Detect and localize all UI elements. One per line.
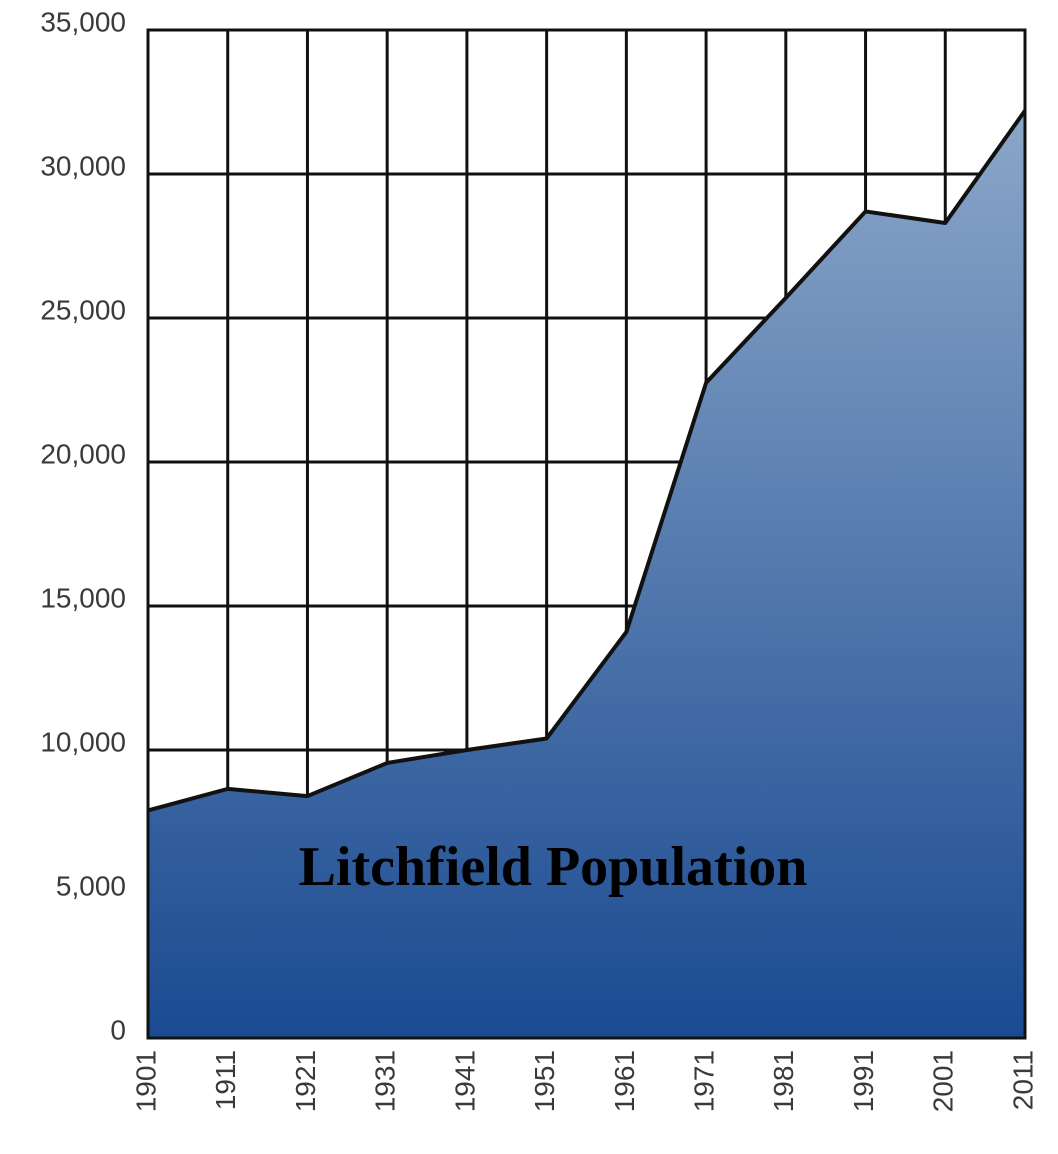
y-tick-label: 25,000 <box>40 294 126 325</box>
x-tick-label: 1951 <box>529 1050 560 1112</box>
x-tick-label: 2011 <box>1007 1050 1038 1110</box>
x-tick-label: 1941 <box>449 1050 480 1112</box>
y-tick-label: 5,000 <box>56 870 126 901</box>
x-tick-label: 2001 <box>928 1050 959 1112</box>
labels: 0 5,000 10,000 15,000 20,000 25,000 30,000 35,0… <box>40 6 1038 1112</box>
x-tick-label: 1901 <box>130 1050 161 1112</box>
line <box>147 109 1027 813</box>
x-tick-label: 1911 <box>210 1050 241 1110</box>
x-tick-label: 1981 <box>768 1050 799 1112</box>
y-tick-label: 15,000 <box>40 582 126 613</box>
chart-title: Litchfield Population <box>299 836 808 898</box>
x-tick-label: 1921 <box>290 1050 321 1112</box>
y-tick-label: 10,000 <box>40 726 126 757</box>
x-tick-label: 1961 <box>609 1050 640 1112</box>
y-tick-label: 0 <box>110 1014 126 1045</box>
x-tick-label: 1931 <box>370 1050 401 1112</box>
y-tick-label: 30,000 <box>40 150 126 181</box>
x-tick-label: 1971 <box>688 1050 719 1112</box>
y-tick-label: 35,000 <box>40 6 126 37</box>
y-tick-label: 20,000 <box>40 438 126 469</box>
area <box>148 110 1025 1038</box>
plot-frame <box>146 28 1027 1040</box>
marks <box>146 28 1027 1040</box>
x-tick-label: 1991 <box>848 1050 879 1112</box>
